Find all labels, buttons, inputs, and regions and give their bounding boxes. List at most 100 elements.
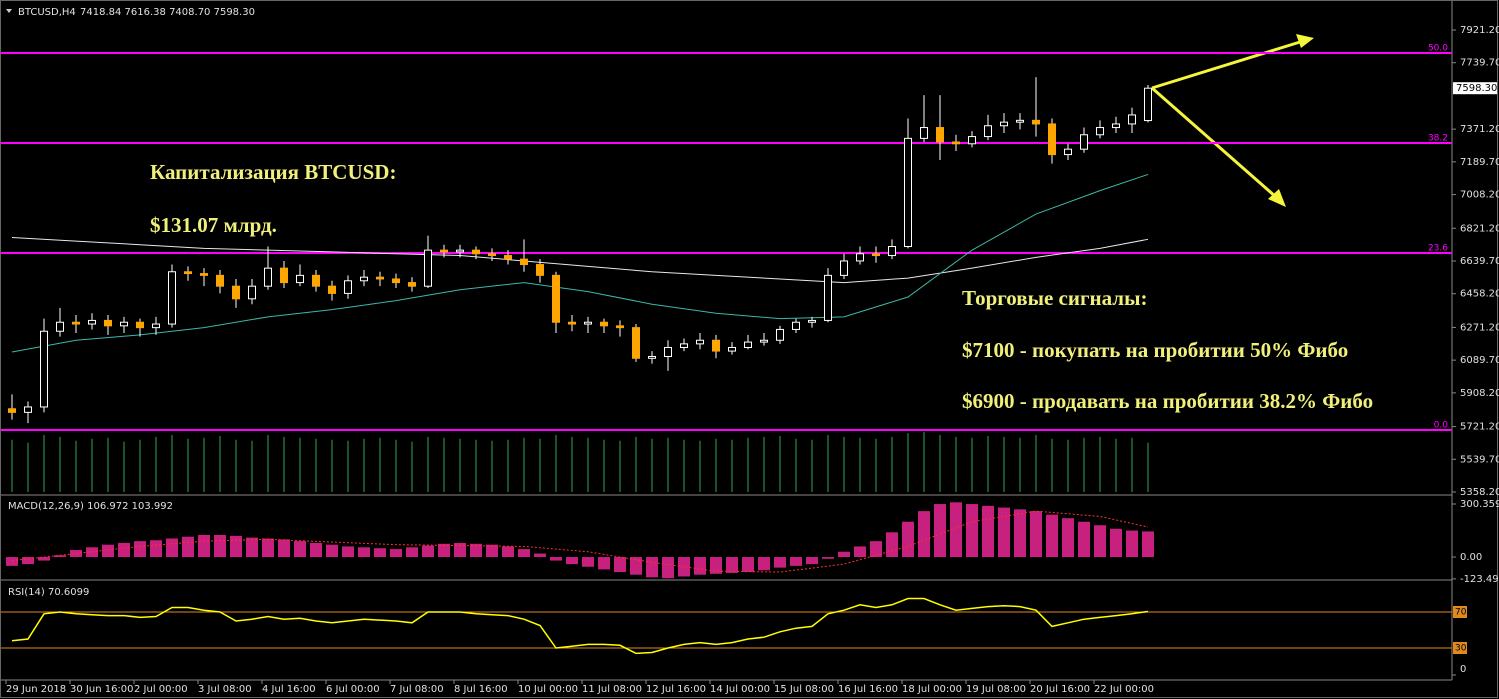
candle-body [760, 339, 768, 343]
macd-bar [678, 557, 690, 577]
level-box [1453, 642, 1467, 654]
candle-body [856, 253, 864, 262]
macd-bar [118, 542, 130, 558]
macd-bar [1062, 518, 1074, 558]
annotation: Капитализация BTCUSD: [150, 160, 396, 184]
candle-body [408, 282, 416, 287]
candle-body [776, 328, 784, 341]
macd-bar [102, 544, 114, 558]
candle-body [296, 274, 304, 284]
y-tick-label: 300.359 [1460, 499, 1499, 510]
x-tick-label: 14 Jul 00:00 [710, 684, 770, 695]
macd-bar [150, 540, 162, 558]
macd-bar [966, 504, 978, 558]
annotation: $131.07 млрд. [150, 213, 277, 237]
macd-bar [518, 549, 530, 558]
macd-bar [22, 557, 34, 565]
macd-bar [294, 541, 306, 558]
candle-body [1048, 123, 1056, 156]
arrowhead [1268, 189, 1286, 207]
macd-bar [630, 557, 642, 575]
x-tick-label: 20 Jul 16:00 [1030, 684, 1090, 695]
x-tick-label: 10 Jul 00:00 [518, 684, 578, 695]
level-box [1453, 606, 1467, 618]
candle-body [184, 271, 192, 275]
candle-body [168, 271, 176, 325]
candle-body [8, 408, 16, 413]
candle-body [280, 267, 288, 284]
candle-body [536, 264, 544, 276]
macd-bar [1046, 514, 1058, 558]
annotation: Торговые сигналы: [962, 286, 1147, 310]
candle-body [920, 127, 928, 139]
macd-bar [502, 546, 514, 558]
macd-bar [838, 551, 850, 558]
candle-body [264, 267, 272, 287]
x-tick-label: 8 Jul 16:00 [454, 684, 508, 695]
x-tick-label: 2 Jul 00:00 [134, 684, 188, 695]
macd-bar [1110, 528, 1122, 558]
macd-bar [1014, 509, 1026, 558]
candle-body [504, 255, 512, 260]
macd-bar [182, 536, 194, 558]
macd-bar [486, 544, 498, 558]
candle-body [200, 273, 208, 276]
candle-body [552, 274, 560, 323]
y-tick-label: 7008.20 [1460, 190, 1499, 201]
macd-bar [470, 543, 482, 558]
y-tick-label: 6458.20 [1460, 289, 1499, 300]
macd-bar [438, 543, 450, 558]
candle-body [136, 321, 144, 329]
candle-body [152, 323, 160, 329]
y-tick-label: 0.00 [1460, 552, 1482, 563]
candle-body [120, 321, 128, 327]
macd-bar [1030, 511, 1042, 558]
macd-bar [582, 557, 594, 567]
candle-body [424, 249, 432, 287]
last-price-box [1453, 82, 1497, 95]
candle-body [1080, 134, 1088, 150]
macd-bar [1126, 530, 1138, 558]
candle-body [648, 355, 656, 359]
level-label: 70 [1455, 608, 1467, 618]
candle-body [1064, 148, 1072, 156]
candle-body [488, 253, 496, 257]
macd-bar [614, 557, 626, 573]
candle-body [696, 339, 704, 345]
candle-body [968, 136, 976, 145]
candle-body [88, 319, 96, 325]
level-label: 30 [1455, 644, 1467, 654]
macd-bar [790, 557, 802, 566]
x-tick-label: 15 Jul 08:00 [774, 684, 834, 695]
x-tick-label: 12 Jul 16:00 [646, 684, 706, 695]
macd-bar [806, 557, 818, 565]
macd-bar [38, 557, 50, 561]
macd-bar [950, 502, 962, 558]
macd-bar [310, 542, 322, 558]
candle-body [744, 341, 752, 348]
y-tick-label: 6271.20 [1460, 322, 1499, 333]
candle-body [104, 319, 112, 327]
candle-body [584, 321, 592, 325]
candle-body [840, 260, 848, 276]
macd-bar [598, 557, 610, 570]
macd-bar [886, 532, 898, 558]
fib-label: 50.0 [1428, 43, 1448, 53]
candle-body [616, 325, 624, 329]
macd-bar [454, 542, 466, 558]
macd-bar [54, 555, 66, 558]
x-tick-label: 11 Jul 08:00 [582, 684, 642, 695]
fib-label: 23.6 [1428, 244, 1448, 254]
arrow-up [1151, 40, 1301, 90]
candle-body [904, 137, 912, 248]
candle-body [936, 127, 944, 143]
candle-body [1128, 114, 1136, 125]
x-tick-label: 4 Jul 16:00 [262, 684, 316, 695]
candle-body [568, 321, 576, 325]
candle-body [24, 406, 32, 413]
candle-body [824, 274, 832, 321]
macd-bar [198, 534, 210, 558]
macd-bar [358, 547, 370, 558]
